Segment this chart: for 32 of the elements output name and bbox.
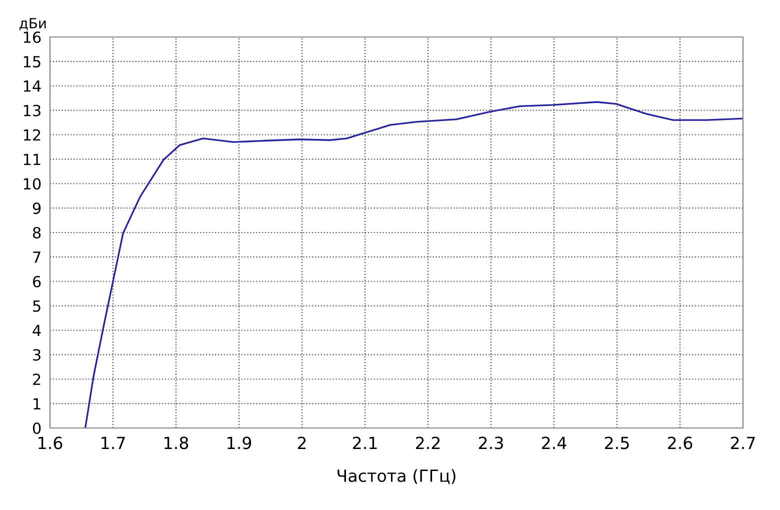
x-tick-label: 2.3 <box>478 436 503 450</box>
y-tick-label: 6 <box>33 276 41 288</box>
y-tick-label: 4 <box>32 324 41 336</box>
y-tick-label: 0 <box>32 422 41 434</box>
x-tick-label: 2 <box>298 436 306 449</box>
y-tick-label: 16 <box>24 31 41 44</box>
y-tick-label: 2 <box>33 374 40 385</box>
y-tick-label: 10 <box>24 178 41 190</box>
x-tick-label: 2.4 <box>542 436 566 449</box>
x-tick-label: 2.7 <box>730 436 755 449</box>
y-tick-label: 13 <box>24 104 40 116</box>
y-axis-title: дБи <box>20 18 46 30</box>
x-tick-label: 2.6 <box>668 436 692 450</box>
x-tick-label: 1.7 <box>102 436 125 449</box>
y-tick-label: 12 <box>24 129 40 141</box>
x-tick-label: 1.6 <box>38 436 62 450</box>
x-tick-label: 2.5 <box>604 436 629 450</box>
x-axis-title: Частота (ГГц) <box>338 469 456 484</box>
y-tick-label: 9 <box>32 202 41 214</box>
x-tick-label: 1.9 <box>228 436 252 450</box>
y-tick-label: 7 <box>33 252 40 263</box>
y-tick-label: 11 <box>24 154 40 165</box>
line-series <box>84 101 743 428</box>
y-tick-label: 8 <box>32 226 41 239</box>
x-tick-label: 1.8 <box>164 436 188 450</box>
x-tick-label: 2.1 <box>352 436 377 449</box>
y-tick-label: 15 <box>24 56 40 68</box>
x-tick-label: 2.2 <box>416 436 440 449</box>
y-tick-label: 14 <box>24 80 41 92</box>
y-tick-label: 3 <box>33 349 40 361</box>
y-tick-label: 5 <box>33 300 40 312</box>
y-tick-label: 1 <box>34 398 40 410</box>
